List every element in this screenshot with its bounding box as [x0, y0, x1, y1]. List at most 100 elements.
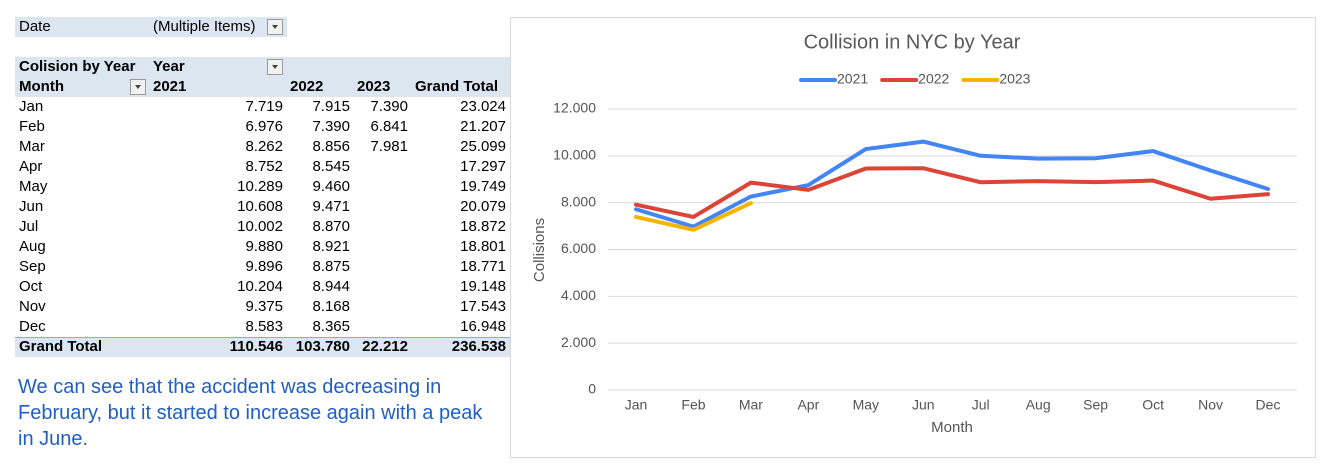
- cell-value: 8.875: [312, 258, 350, 275]
- y-tick-label: 0: [588, 381, 596, 397]
- total-value: 110.546: [229, 338, 283, 355]
- filter-value: (Multiple Items): [153, 18, 256, 35]
- y-tick-label: 2.000: [561, 334, 596, 350]
- total-label: Grand Total: [19, 338, 103, 355]
- cell-value: 8.870: [312, 218, 350, 235]
- cell-value: 8.262: [245, 138, 283, 155]
- cell-value: 9.471: [312, 198, 350, 215]
- note: We can see that the accident was decreas…: [18, 376, 483, 450]
- cell-value: 9.375: [245, 298, 283, 315]
- x-tick-label: Mar: [739, 397, 763, 413]
- row-label: Sep: [19, 258, 46, 275]
- series-line: [634, 166, 1270, 219]
- cell-value: 17.297: [460, 158, 506, 175]
- column-header: 2021: [153, 78, 187, 95]
- y-axis-title: Collisions: [531, 218, 548, 282]
- chart-title: Collision in NYC by Year: [804, 31, 1021, 53]
- cell-value: 7.390: [312, 118, 350, 135]
- x-tick-label: May: [853, 397, 879, 413]
- cell-value: 25.099: [460, 138, 506, 155]
- y-tick-label: 6.000: [561, 240, 596, 256]
- cell-value: 16.948: [460, 318, 506, 335]
- chart-frame: [510, 17, 1316, 458]
- cell-value: 10.204: [237, 278, 283, 295]
- series-line: [634, 201, 753, 232]
- header-band: [15, 57, 510, 97]
- cell-value: 7.915: [312, 98, 350, 115]
- x-tick-label: Feb: [681, 397, 705, 413]
- cell-value: 8.583: [245, 318, 283, 335]
- legend-label: 2023: [999, 71, 1030, 87]
- total-value: 236.538: [451, 338, 506, 355]
- cell-value: 18.872: [460, 218, 506, 235]
- legend-label: 2022: [918, 71, 949, 87]
- row-label: Dec: [19, 318, 46, 335]
- cell-value: 8.944: [312, 278, 350, 295]
- y-tick-label: 10.000: [553, 147, 596, 163]
- cell-value: 17.543: [460, 298, 506, 315]
- corner-label: Colision by Year: [19, 58, 136, 75]
- column-header: Grand Total: [415, 78, 499, 95]
- filter-button[interactable]: [267, 19, 283, 35]
- legend-label: 2021: [837, 71, 868, 87]
- cell-value: 8.545: [312, 158, 350, 175]
- column-header: 2022: [290, 78, 324, 95]
- row-label: Nov: [19, 298, 46, 315]
- x-tick-label: Sep: [1083, 397, 1108, 413]
- x-tick-label: Aug: [1026, 397, 1051, 413]
- cell-value: 6.976: [245, 118, 283, 135]
- x-tick-label: Dec: [1256, 397, 1281, 413]
- x-tick-label: Jun: [912, 397, 935, 413]
- row-label: Jan: [19, 98, 44, 115]
- y-tick-label: 4.000: [561, 287, 596, 303]
- total-band: [15, 337, 510, 357]
- cell-value: 9.896: [245, 258, 283, 275]
- total-value: 22.212: [362, 338, 408, 355]
- x-tick-label: Jan: [625, 397, 648, 413]
- cell-value: 7.719: [245, 98, 283, 115]
- cell-value: 8.921: [312, 238, 350, 255]
- cell-value: 6.841: [370, 118, 408, 135]
- row-label: Feb: [19, 118, 45, 135]
- cell-value: 18.771: [460, 258, 506, 275]
- row-label: May: [19, 178, 48, 195]
- column-dropdown[interactable]: [267, 59, 283, 75]
- y-tick-label: 8.000: [561, 193, 596, 209]
- x-axis-title: Month: [931, 419, 973, 436]
- cell-value: 7.390: [370, 98, 408, 115]
- cell-value: 9.880: [245, 238, 283, 255]
- series-line: [634, 139, 1270, 229]
- x-tick-label: Oct: [1142, 397, 1164, 413]
- y-tick-label: 12.000: [553, 100, 596, 116]
- cell-value: 8.856: [312, 138, 350, 155]
- cell-value: 7.981: [370, 138, 408, 155]
- cell-value: 10.002: [237, 218, 283, 235]
- x-tick-label: Apr: [797, 397, 819, 413]
- filter-label: Date: [19, 18, 51, 35]
- row-dropdown[interactable]: [130, 79, 146, 95]
- row-label: Apr: [19, 158, 43, 175]
- column-field: Year: [153, 58, 185, 75]
- cell-value: 8.752: [245, 158, 283, 175]
- row-label: Jul: [19, 218, 39, 235]
- x-tick-label: Nov: [1198, 397, 1223, 413]
- total-value: 103.780: [295, 338, 350, 355]
- cell-value: 10.289: [237, 178, 283, 195]
- cell-value: 10.608: [237, 198, 283, 215]
- cell-value: 20.079: [460, 198, 506, 215]
- cell-value: 8.365: [312, 318, 350, 335]
- cell-value: 19.749: [460, 178, 506, 195]
- cell-value: 9.460: [312, 178, 350, 195]
- row-label: Jun: [19, 198, 44, 215]
- cell-value: 8.168: [312, 298, 350, 315]
- row-label: Aug: [19, 238, 46, 255]
- row-field: Month: [19, 78, 64, 95]
- column-header: 2023: [357, 78, 391, 95]
- cell-value: 23.024: [460, 98, 506, 115]
- cell-value: 18.801: [460, 238, 506, 255]
- row-label: Mar: [19, 138, 45, 155]
- cell-value: 21.207: [460, 118, 506, 135]
- filter-band: [15, 17, 287, 37]
